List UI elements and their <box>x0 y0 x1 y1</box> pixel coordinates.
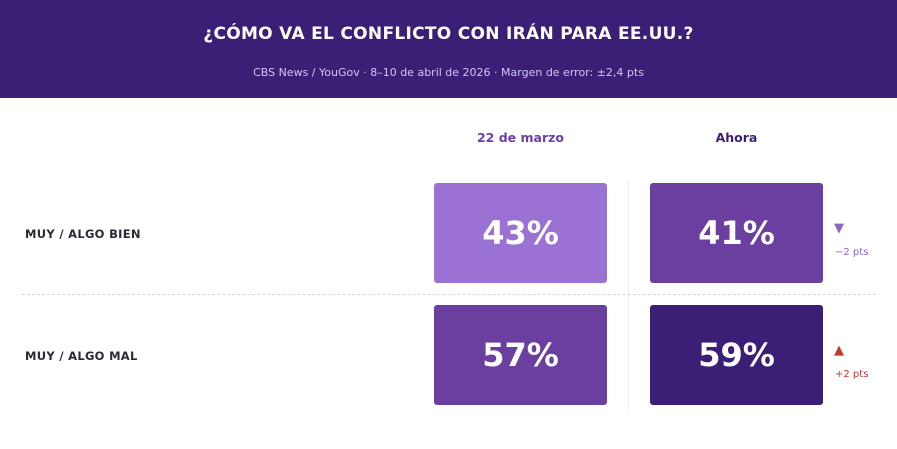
cell-bien-current: 41% <box>650 183 823 283</box>
column-divider <box>628 180 629 410</box>
column-header-current: Ahora <box>715 130 758 145</box>
row-label-bien: MUY / ALGO BIEN <box>25 227 141 241</box>
cell-mal-current: 59% <box>650 305 823 405</box>
change-mal: +2 pts <box>835 369 869 380</box>
up-arrow-icon: ▲ <box>834 343 844 358</box>
change-bien: −2 pts <box>835 247 869 258</box>
row-label-mal: MUY / ALGO MAL <box>25 349 138 363</box>
cell-mal-previous: 57% <box>434 305 607 405</box>
down-arrow-icon: ▼ <box>834 221 844 236</box>
page-title: ¿CÓMO VA EL CONFLICTO CON IRÁN PARA EE.U… <box>203 24 694 44</box>
row-divider <box>22 294 876 295</box>
cell-bien-previous: 43% <box>434 183 607 283</box>
page-subtitle: CBS News / YouGov · 8–10 de abril de 202… <box>253 66 644 79</box>
column-header-previous: 22 de marzo <box>476 130 564 145</box>
header-banner: ¿CÓMO VA EL CONFLICTO CON IRÁN PARA EE.U… <box>0 0 897 98</box>
